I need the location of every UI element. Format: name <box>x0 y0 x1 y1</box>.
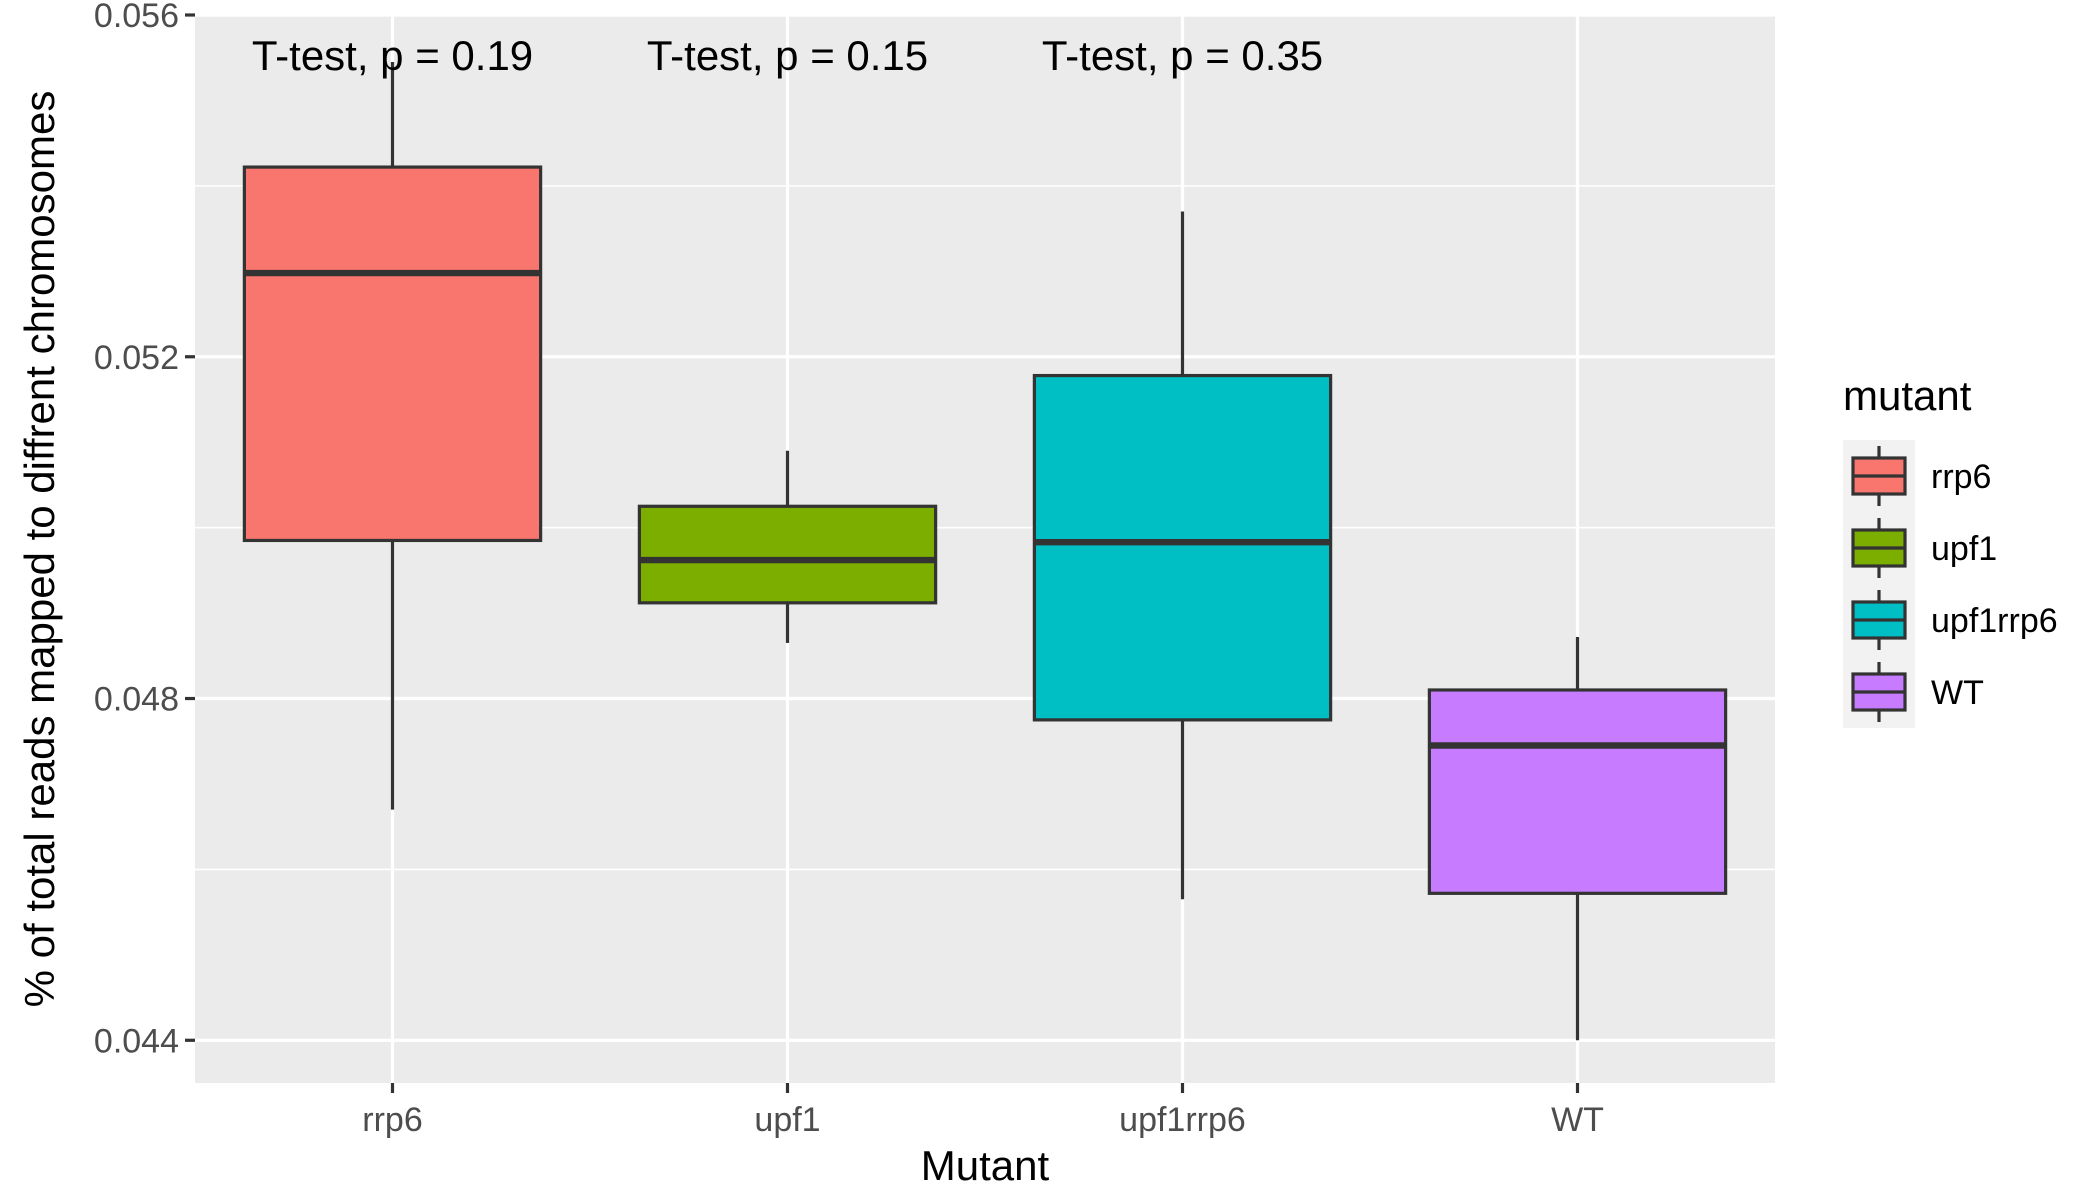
y-tick-label: 0.048 <box>94 681 179 719</box>
legend: mutant rrp6 upf1 upf1rrp6 WT <box>1843 372 2058 728</box>
y-axis-title: % of total reads mapped to diffrent chro… <box>16 91 63 1008</box>
y-tick-label: 0.052 <box>94 339 179 377</box>
legend-entry-upf1: upf1 <box>1851 518 1997 578</box>
legend-label: upf1 <box>1931 530 1997 568</box>
pvalue-annotation: T-test, p = 0.35 <box>1042 32 1323 79</box>
x-axis-title: Mutant <box>921 1142 1050 1189</box>
box-iqr <box>242 165 543 543</box>
annotations: T-test, p = 0.19 T-test, p = 0.15 T-test, … <box>252 32 1323 79</box>
x-tick-label: upf1rrp6 <box>1119 1101 1246 1139</box>
box-iqr <box>1427 688 1728 895</box>
pvalue-annotation: T-test, p = 0.19 <box>252 32 533 79</box>
y-tick-label: 0.056 <box>94 0 179 35</box>
legend-entry-rrp6: rrp6 <box>1851 446 1991 506</box>
x-tick-label: WT <box>1551 1101 1604 1139</box>
box-WT <box>1427 637 1728 1041</box>
legend-label: upf1rrp6 <box>1931 602 2058 640</box>
box-iqr <box>1032 373 1333 722</box>
x-axis: rrp6 upf1 upf1rrp6 WT <box>362 1083 1604 1139</box>
box-upf1rrp6 <box>1032 211 1333 900</box>
box-iqr <box>637 504 938 605</box>
boxes <box>242 61 1728 1041</box>
box-rrp6 <box>242 61 543 810</box>
legend-label: rrp6 <box>1931 458 1991 496</box>
box-upf1 <box>637 450 938 643</box>
pvalue-annotation: T-test, p = 0.15 <box>647 32 928 79</box>
x-tick-label: rrp6 <box>362 1101 422 1139</box>
legend-entry-upf1rrp6: upf1rrp6 <box>1851 590 2058 650</box>
legend-entry-WT: WT <box>1851 662 1984 722</box>
x-tick-label: upf1 <box>754 1101 820 1139</box>
legend-title: mutant <box>1843 372 1972 419</box>
y-axis: 0.044 0.048 0.052 0.056 <box>94 0 195 1060</box>
legend-label: WT <box>1931 674 1984 712</box>
y-tick-label: 0.044 <box>94 1022 179 1060</box>
